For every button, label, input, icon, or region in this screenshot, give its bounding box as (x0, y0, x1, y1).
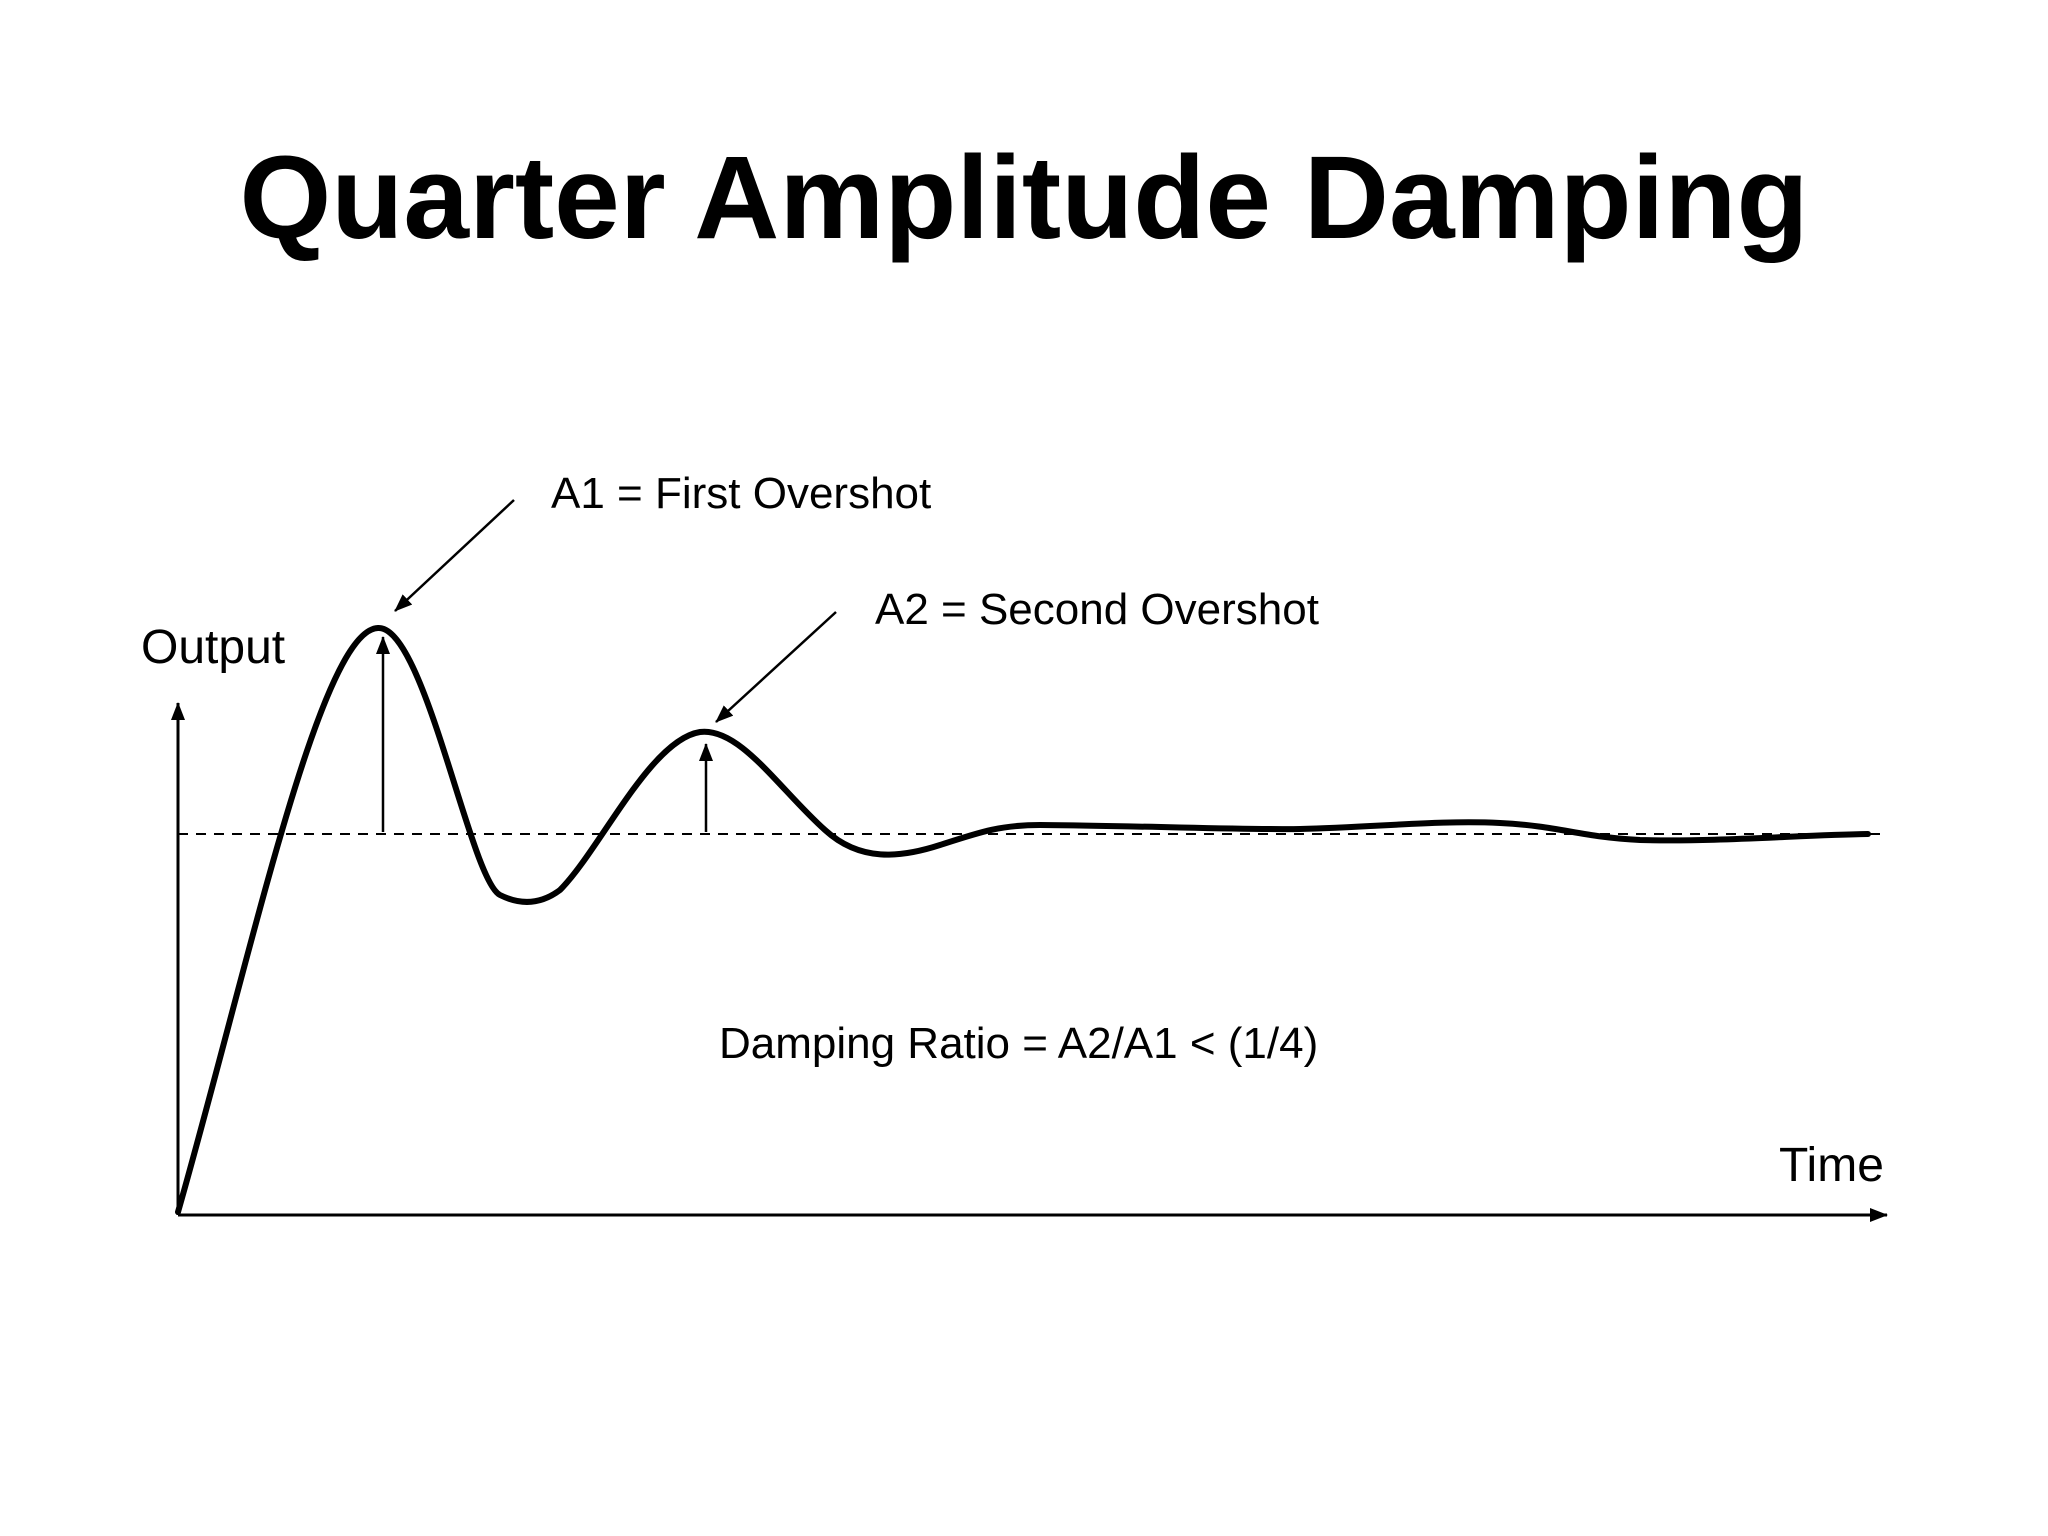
first-overshot-label: A1 = First Overshot (551, 469, 932, 518)
a2-pointer-arrow (715, 611, 837, 723)
y-axis-label: Output (141, 621, 286, 674)
slide-title: Quarter Amplitude Damping (239, 132, 1809, 264)
damping-ratio-label: Damping Ratio = A2/A1 < (1/4) (719, 1019, 1319, 1068)
a1-pointer-arrow (394, 499, 515, 612)
x-axis-label: Time (1779, 1139, 1884, 1192)
second-overshot-label: A2 = Second Overshot (875, 585, 1319, 634)
response-curve (175, 624, 1871, 1215)
